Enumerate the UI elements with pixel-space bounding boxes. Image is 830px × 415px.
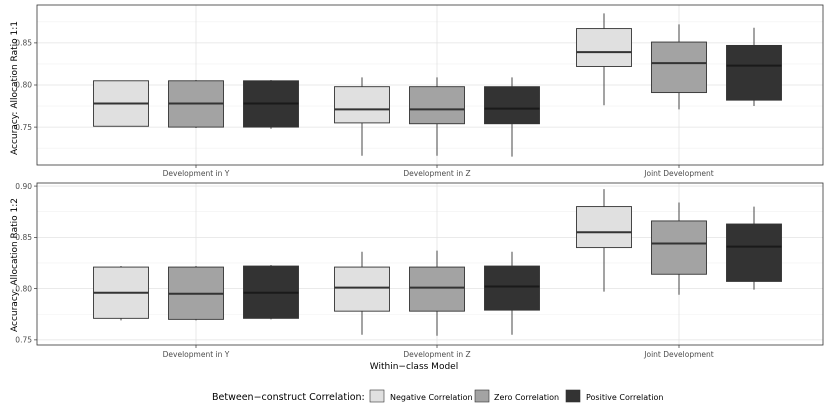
x-axis-title: Within−class Model (370, 362, 458, 372)
legend-swatch-zero (474, 389, 490, 403)
panel-2: 0.75 0.80 0.85 0.90 Development in Y Developm… (10, 182, 824, 359)
box-joint-positive (726, 27, 782, 107)
box-body (409, 86, 465, 125)
legend-title: Between−construct Correlation: (212, 392, 365, 403)
box-body (484, 86, 540, 125)
legend-swatch-positive (565, 389, 581, 403)
x-tick-label: Development in Y (163, 350, 230, 359)
y-tick-label: 0.85 (15, 39, 32, 48)
box-body (334, 86, 390, 124)
legend-label-negative: Negative Correlation (390, 393, 473, 402)
box-body (484, 265, 540, 311)
x-tick-label: Joint Development (643, 350, 714, 359)
y-tick-label: 0.90 (15, 182, 32, 191)
box-y-negative (93, 80, 149, 127)
box-z-negative (334, 251, 390, 335)
panel-border (36, 182, 824, 346)
box-z-zero (409, 77, 465, 156)
box-joint-negative (576, 189, 632, 292)
box-joint-zero (651, 202, 707, 295)
y-tick-label: 0.85 (15, 233, 32, 242)
legend-label-zero: Zero Correlation (494, 393, 559, 402)
x-tick-label: Development in Z (403, 350, 470, 359)
box-joint-zero (651, 24, 707, 110)
box-z-positive (484, 251, 540, 335)
x-tick-label: Joint Development (643, 169, 714, 178)
box-body (576, 28, 632, 67)
box-body (651, 41, 707, 94)
panel-1: 0.75 0.80 0.85 Development in Y Development … (10, 4, 824, 178)
box-y-zero (168, 266, 224, 321)
y-tick-label: 0.80 (15, 284, 32, 293)
box-z-positive (484, 77, 540, 157)
x-tick-label: Development in Z (403, 169, 470, 178)
legend-swatch-negative (369, 389, 385, 403)
box-y-positive (243, 79, 299, 129)
box-body (576, 206, 632, 249)
box-body (726, 223, 782, 282)
box-z-zero (409, 250, 465, 336)
box-joint-negative (576, 13, 632, 106)
box-body (409, 266, 465, 312)
box-joint-positive (726, 206, 782, 290)
y-tick-label: 0.80 (15, 81, 32, 90)
y-axis-title: Accuracy: Allocation Ratio 1:2 (10, 198, 20, 332)
box-body (334, 266, 390, 312)
legend: Between−construct Correlation: Negative … (212, 389, 664, 403)
box-body (651, 220, 707, 275)
box-y-positive (243, 265, 299, 320)
x-tick-label: Development in Y (163, 169, 230, 178)
box-body (726, 44, 782, 101)
y-axis-title: Accuracy: Allocation Ratio 1:1 (10, 21, 20, 155)
box-z-negative (334, 77, 390, 156)
legend-label-positive: Positive Correlation (586, 393, 664, 402)
y-tick-label: 0.75 (15, 336, 32, 345)
y-tick-label: 0.75 (15, 123, 32, 132)
box-y-zero (168, 79, 224, 128)
box-y-negative (93, 266, 149, 321)
panel-border (36, 4, 824, 166)
